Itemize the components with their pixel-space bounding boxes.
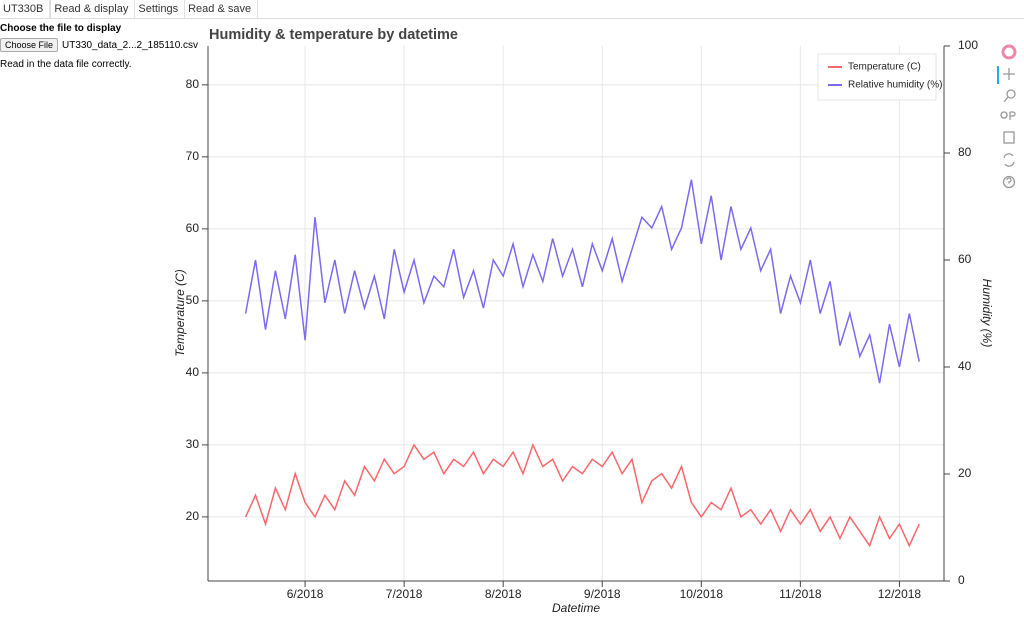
- grid: [208, 46, 944, 581]
- y2-tick-label: 0: [958, 573, 965, 587]
- x-tick-label: 10/2018: [680, 587, 724, 601]
- y-tick-label: 30: [186, 437, 200, 451]
- legend-label: Relative humidity (%): [848, 80, 942, 91]
- legend-label: Temperature (C): [848, 62, 921, 73]
- pan-tool[interactable]: [1003, 68, 1015, 80]
- y2-axis-label: Humidity (%): [980, 279, 994, 348]
- status-text: Read in the data file correctly.: [0, 59, 132, 70]
- x-tick-label: 8/2018: [485, 587, 522, 601]
- help-tool[interactable]: [1002, 175, 1016, 189]
- data-line: [244, 179, 920, 384]
- tab[interactable]: Read & display: [50, 0, 136, 18]
- chart-title: Humidity & temperature by datetime: [209, 27, 458, 43]
- y-tick-label: 80: [186, 77, 200, 91]
- panel-heading: Choose the file to display: [0, 23, 122, 34]
- x-tick-label: 6/2018: [287, 587, 324, 601]
- tab[interactable]: Read & save: [185, 0, 259, 18]
- toolbar: [997, 44, 1017, 189]
- wheel-zoom-tool[interactable]: [1000, 111, 1016, 120]
- y-tick-label: 60: [186, 221, 200, 235]
- y2-tick-label: 80: [958, 145, 972, 159]
- y2-tick-label: 100: [958, 38, 978, 52]
- file-row: Choose File UT330_data_2...2_185110.csv: [0, 38, 200, 52]
- choose-file-button[interactable]: Choose File: [0, 38, 59, 52]
- side-panel: Choose the file to display Choose File UT…: [0, 23, 200, 70]
- x-axis-label: Datetime: [552, 601, 600, 615]
- y2-tick-label: 60: [958, 252, 972, 266]
- y-tick-label: 40: [186, 365, 200, 379]
- y-axis-label: Temperature (C): [173, 269, 187, 357]
- x-tick-label: 11/2018: [779, 587, 822, 601]
- file-name: UT330_data_2...2_185110.csv: [62, 40, 199, 51]
- tab[interactable]: Settings: [135, 0, 186, 18]
- y-tick-label: 70: [186, 149, 200, 163]
- x-tick-label: 12/2018: [878, 587, 922, 601]
- x-tick-label: 9/2018: [584, 587, 621, 601]
- zoom-tool[interactable]: [1003, 89, 1016, 103]
- tab-bar: UT330B Read & display Settings Read & sa…: [0, 0, 1024, 19]
- save-tool[interactable]: [1003, 131, 1015, 144]
- legend-box: [817, 53, 937, 101]
- tab[interactable]: UT330B: [0, 0, 51, 18]
- x-tick-label: 7/2018: [386, 587, 423, 601]
- y-tick-label: 20: [186, 509, 200, 523]
- reset-tool[interactable]: [1003, 153, 1015, 167]
- y2-tick-label: 20: [958, 466, 972, 480]
- data-line: [244, 442, 920, 548]
- y2-tick-label: 40: [958, 359, 972, 373]
- bokeh-logo[interactable]: [1001, 44, 1017, 60]
- legend: Temperature (C) Relative humidity (%): [817, 53, 942, 101]
- y-tick-label: 50: [186, 293, 200, 307]
